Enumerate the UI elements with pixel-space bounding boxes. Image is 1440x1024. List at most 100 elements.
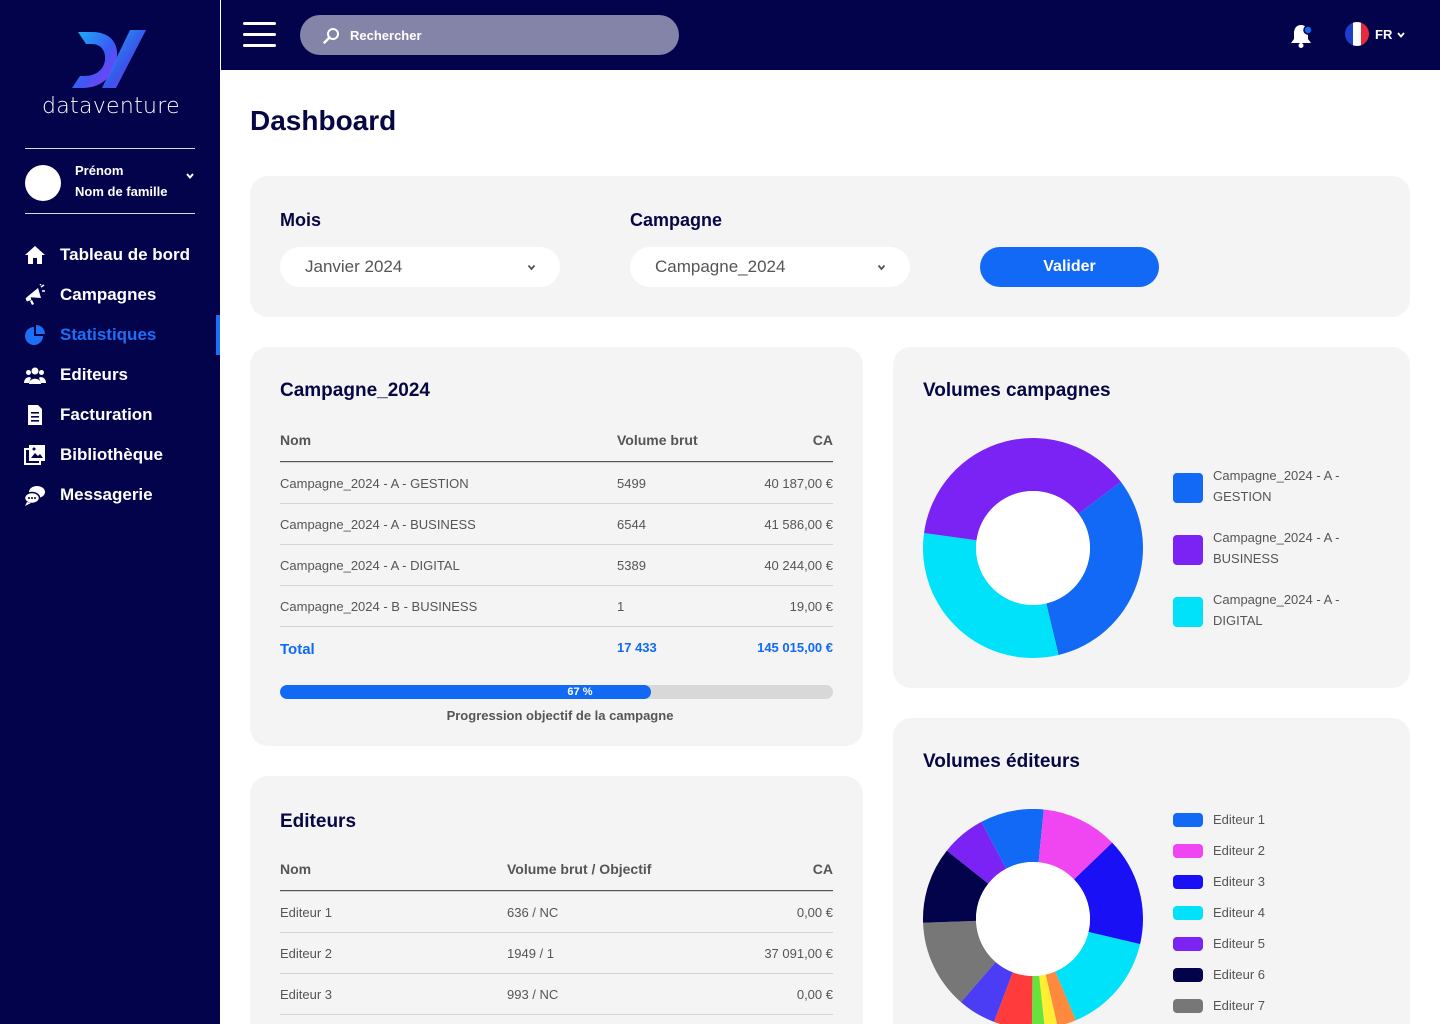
cell-volume: 6544 bbox=[617, 517, 646, 532]
invoice-icon bbox=[28, 405, 42, 425]
sidebar-item-editeurs[interactable]: Editeurs bbox=[0, 355, 220, 395]
column-header: Nom bbox=[280, 861, 312, 877]
menu-toggle-button[interactable] bbox=[243, 22, 277, 48]
chart-title: Volumes campagnes bbox=[923, 380, 1111, 401]
filters-card: Mois Janvier 2024 Campagne Campagne_2024… bbox=[250, 176, 1410, 317]
cell-ca: 0,00 € bbox=[796, 905, 833, 920]
cell-volume: 5389 bbox=[617, 558, 646, 573]
legend-swatch bbox=[1173, 535, 1203, 565]
pie-chart-icon bbox=[25, 325, 45, 345]
donut-slice bbox=[993, 972, 1033, 1024]
donut-slice bbox=[1031, 975, 1045, 1024]
sidebar-item-bibliotheque[interactable]: Bibliothèque bbox=[0, 435, 220, 475]
sidebar-divider bbox=[25, 148, 195, 149]
chat-icon bbox=[24, 486, 45, 506]
cell-name: Editeur 3 bbox=[280, 987, 333, 1002]
cell-ca: 37 091,00 € bbox=[764, 946, 833, 961]
donut-slice bbox=[1055, 932, 1141, 1021]
editors-card: Editeurs Nom Volume brut / Objectif CA E… bbox=[250, 776, 863, 1024]
progress-caption: Progression objectif de la campagne bbox=[446, 708, 674, 723]
table-row bbox=[280, 1014, 833, 1024]
legend-swatch bbox=[1173, 937, 1203, 951]
sidebar-item-facturation[interactable]: Facturation bbox=[0, 395, 220, 435]
legend-item: Editeur 1 bbox=[1173, 809, 1373, 831]
legend-swatch bbox=[1173, 906, 1203, 920]
total-volume: 17 433 bbox=[617, 640, 657, 655]
legend-item: Editeur 7 bbox=[1173, 995, 1373, 1017]
home-icon bbox=[25, 246, 45, 264]
search-input[interactable] bbox=[350, 15, 660, 55]
legend-label: Editeur 3 bbox=[1213, 874, 1266, 889]
legend-item: Campagne_2024 - A - DIGITAL bbox=[1173, 589, 1373, 635]
legend-swatch bbox=[1173, 999, 1203, 1013]
french-flag-icon bbox=[1345, 22, 1369, 46]
total-ca: 145 015,00 € bbox=[757, 640, 833, 655]
cell-name: Editeur 1 bbox=[280, 905, 333, 920]
legend-item: Editeur 4 bbox=[1173, 902, 1373, 924]
legend-item: Editeur 2 bbox=[1173, 840, 1373, 862]
user-first-name: Prénom bbox=[75, 163, 124, 178]
topbar: FR bbox=[221, 0, 1440, 70]
brand-logo[interactable]: dataventure bbox=[36, 28, 186, 124]
donut-slice bbox=[981, 809, 1044, 869]
month-select[interactable]: Janvier 2024 bbox=[280, 247, 560, 287]
user-menu[interactable]: Prénom Nom de famille bbox=[25, 163, 200, 203]
donut-slice bbox=[1045, 971, 1076, 1024]
legend-item: Editeur 5 bbox=[1173, 933, 1373, 955]
total-label: Total bbox=[280, 641, 315, 658]
legend-label: Campagne_2024 - A - GESTION bbox=[1213, 468, 1340, 504]
cell-ca: 0,00 € bbox=[796, 987, 833, 1002]
table-total-row: Total 17 433 145 015,00 € bbox=[280, 626, 833, 670]
cell-ca: 41 586,00 € bbox=[764, 517, 833, 532]
sidebar-item-messagerie[interactable]: Messagerie bbox=[0, 475, 220, 515]
chevron-down-icon bbox=[186, 173, 194, 180]
legend-item: Editeur 3 bbox=[1173, 871, 1373, 893]
users-icon bbox=[24, 367, 46, 384]
campaign-select[interactable]: Campagne_2024 bbox=[630, 247, 910, 287]
legend-swatch bbox=[1173, 968, 1203, 982]
sidebar-divider bbox=[25, 213, 195, 214]
cell-name: Editeur 2 bbox=[280, 946, 333, 961]
validate-button[interactable]: Valider bbox=[980, 247, 1159, 287]
campaign-title: Campagne_2024 bbox=[280, 380, 430, 401]
sidebar-item-statistiques[interactable]: Statistiques bbox=[0, 315, 220, 355]
sidebar-item-tableau-de-bord[interactable]: Tableau de bord bbox=[0, 235, 220, 275]
sidebar-item-campagnes[interactable]: Campagnes bbox=[0, 275, 220, 315]
cell-name: Campagne_2024 - A - DIGITAL bbox=[280, 558, 460, 573]
donut-slice bbox=[1038, 809, 1113, 880]
sidebar-item-label: Editeurs bbox=[60, 365, 129, 384]
campaign-label: Campagne bbox=[630, 210, 723, 230]
legend-item: Campagne_2024 - A - BUSINESS bbox=[1173, 527, 1373, 573]
logo-icon bbox=[72, 30, 146, 88]
column-header: Volume brut bbox=[617, 432, 698, 448]
donut-slice bbox=[960, 962, 1013, 1022]
legend-item: Editeur 6 bbox=[1173, 964, 1373, 986]
cell-name: Campagne_2024 - B - BUSINESS bbox=[280, 599, 478, 614]
avatar bbox=[25, 165, 61, 201]
notification-bell-icon[interactable] bbox=[1290, 22, 1314, 48]
search-bar[interactable] bbox=[300, 15, 679, 55]
donut-slice bbox=[923, 532, 1059, 658]
column-header: CA bbox=[812, 861, 833, 877]
legend-swatch bbox=[1173, 813, 1203, 827]
campaign-volumes-chart-card: Volumes campagnes Campagne_2024 - A - GE… bbox=[893, 347, 1410, 688]
table-row: Editeur 1 636 / NC 0,00 € bbox=[280, 891, 833, 932]
table-row: Campagne_2024 - A - DIGITAL 5389 40 244,… bbox=[280, 544, 833, 585]
cell-volume: 1949 / 1 bbox=[507, 946, 554, 961]
legend-label: Campagne_2024 - A - BUSINESS bbox=[1213, 530, 1340, 566]
editors-title: Editeurs bbox=[280, 811, 357, 832]
cell-ca: 19,00 € bbox=[789, 599, 833, 614]
donut-slice bbox=[1046, 481, 1143, 655]
language-selector[interactable]: FR bbox=[1345, 22, 1407, 48]
table-row: Campagne_2024 - A - GESTION 5499 40 187,… bbox=[280, 462, 833, 503]
legend-item: Campagne_2024 - A - GESTION bbox=[1173, 465, 1373, 511]
legend-swatch bbox=[1173, 844, 1203, 858]
legend-swatch bbox=[1173, 597, 1203, 627]
progress-fill bbox=[280, 685, 651, 699]
editor-volumes-donut bbox=[923, 809, 1143, 1024]
sidebar-item-label: Statistiques bbox=[60, 325, 157, 344]
donut-hole bbox=[976, 862, 1090, 976]
chevron-down-icon bbox=[877, 264, 886, 271]
cell-name: Campagne_2024 - A - BUSINESS bbox=[280, 517, 476, 532]
sidebar-item-label: Facturation bbox=[60, 405, 153, 424]
